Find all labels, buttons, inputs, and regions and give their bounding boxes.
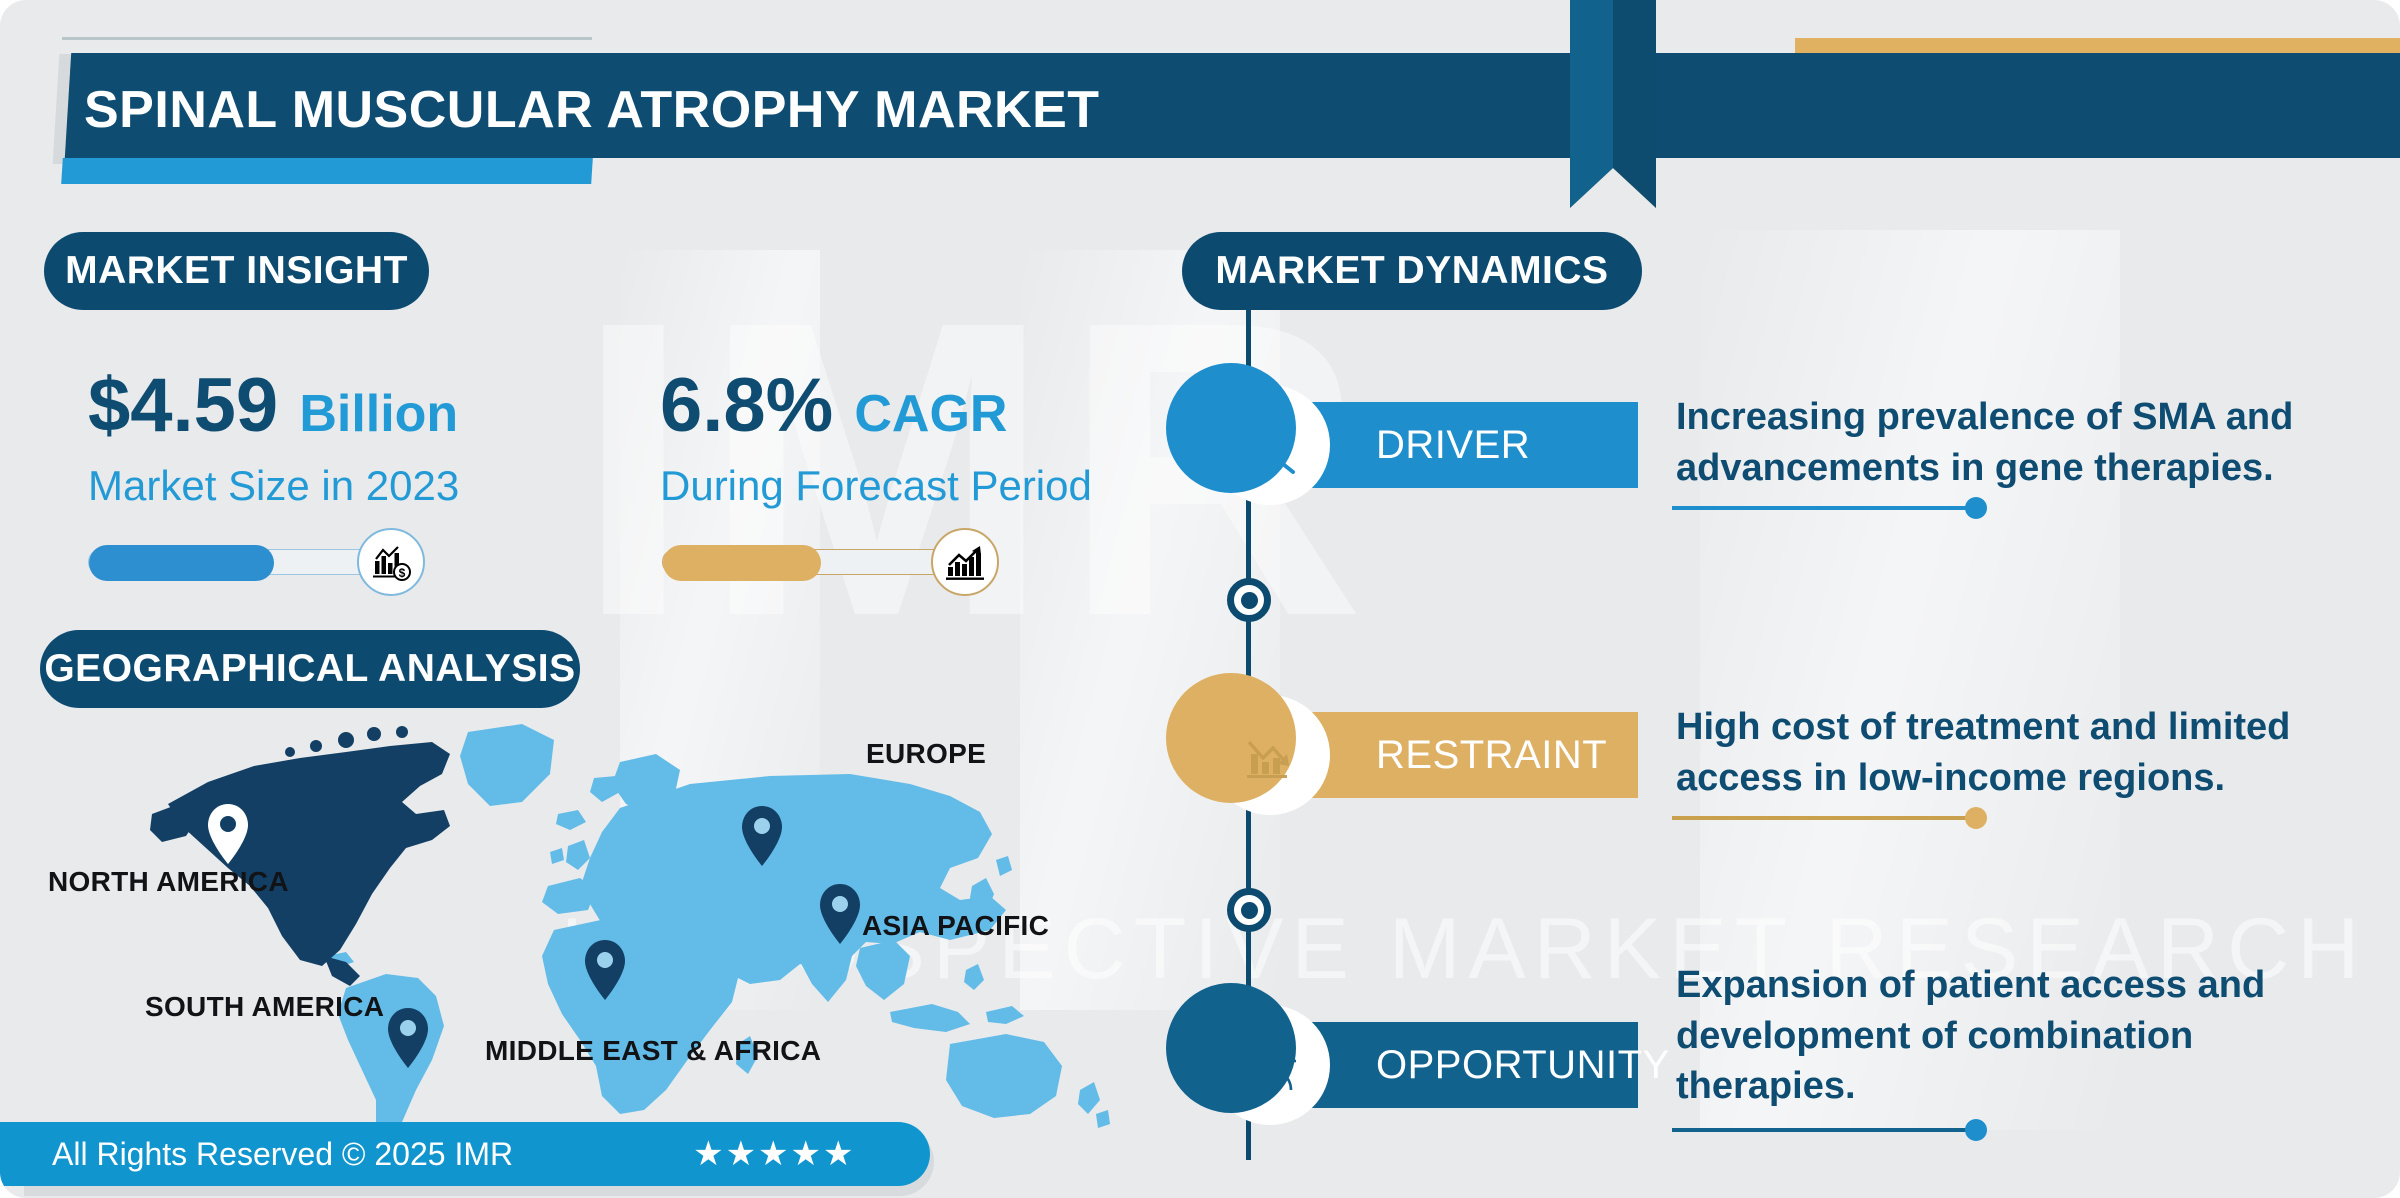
opportunity-rule: [1672, 1128, 1972, 1132]
cagr-value: 6.8%: [660, 363, 834, 448]
market-insight-label: MARKET INSIGHT: [44, 232, 429, 310]
dashboard-magnifier-icon: [1166, 363, 1330, 505]
market-size-progress: $: [88, 528, 425, 596]
map-pin-middle-east-africa: [585, 940, 625, 1000]
cagr-progress: [662, 528, 999, 596]
driver-label: DRIVER: [1376, 422, 1531, 467]
restraint-bar[interactable]: RESTRAINT: [1166, 673, 1638, 815]
opportunity-label: OPPORTUNITY: [1376, 1042, 1670, 1087]
opportunity-endpoint-dot: [1965, 1119, 1987, 1141]
restraint-rule: [1672, 816, 1972, 820]
driver-bar[interactable]: DRIVER: [1166, 363, 1638, 505]
timeline-node: [1227, 888, 1271, 932]
map-label-south-america: SOUTH AMERICA: [145, 991, 385, 1022]
stat-cagr: 6.8% CAGR During Forecast Period: [660, 368, 1092, 510]
progress-fill: [663, 545, 821, 581]
page-title: SPINAL MUSCULAR ATROPHY MARKET: [84, 81, 1100, 139]
map-pin-south-america: [388, 1008, 428, 1068]
header-accent-bar: [61, 158, 593, 184]
svg-text:$: $: [399, 566, 406, 580]
driver-rule: [1672, 506, 1972, 510]
declining-bar-chart-icon: [1166, 673, 1330, 815]
header-thin-rule: [62, 37, 592, 40]
stat-market-size: $4.59 Billion Market Size in 2023: [88, 368, 459, 510]
stat-value-row: 6.8% CAGR: [660, 368, 1092, 444]
progress-track: [662, 545, 957, 581]
growth-chart-arrow-icon: [931, 528, 999, 596]
cagr-caption: During Forecast Period: [660, 462, 1092, 509]
rating-stars: ★★★★★: [693, 1135, 856, 1173]
geographical-analysis-label: GEOGRAPHICAL ANALYSIS: [40, 630, 580, 708]
market-size-value: $4.59: [88, 363, 279, 448]
driver-endpoint-dot: [1965, 497, 1987, 519]
map-pin-north-america: [208, 804, 248, 864]
world-map: [150, 718, 1170, 1138]
map-label-middle-east-africa: MIDDLE EAST & AFRICA: [485, 1035, 822, 1066]
stat-value-row: $4.59 Billion: [88, 368, 459, 444]
market-size-caption: Market Size in 2023: [88, 462, 460, 509]
opportunity-chevron: [1570, 0, 1656, 208]
opportunity-bar[interactable]: $ OPPORTUNITY: [1166, 983, 1669, 1125]
copyright-text: All Rights Reserved © 2025 IMR: [52, 1135, 514, 1172]
lightbulb-dollar-icon: $: [1166, 983, 1330, 1125]
progress-fill: [89, 545, 274, 581]
map-label-north-america: NORTH AMERICA: [48, 866, 289, 897]
map-pin-asia-pacific: [820, 884, 860, 944]
map-pin-europe: [742, 806, 782, 866]
progress-track: [88, 545, 383, 581]
timeline-node: [1227, 578, 1271, 622]
market-size-unit: Billion: [299, 385, 459, 443]
restraint-endpoint-dot: [1965, 807, 1987, 829]
restraint-description: High cost of treatment and limited acces…: [1676, 706, 2291, 799]
map-label-asia-pacific: ASIA PACIFIC: [862, 910, 1050, 941]
restraint-label: RESTRAINT: [1376, 732, 1608, 777]
opportunity-description: Expansion of patient access and developm…: [1676, 964, 2266, 1108]
bar-chart-dollar-icon: $: [357, 528, 425, 596]
cagr-unit: CAGR: [854, 385, 1008, 443]
driver-description: Increasing prevalence of SMA and advance…: [1676, 396, 2294, 489]
svg-text:$: $: [1266, 1053, 1274, 1069]
map-label-europe: EUROPE: [866, 738, 987, 769]
market-dynamics-label: MARKET DYNAMICS: [1182, 232, 1642, 310]
footer-bar: All Rights Reserved © 2025 IMR ★★★★★: [0, 1122, 930, 1186]
